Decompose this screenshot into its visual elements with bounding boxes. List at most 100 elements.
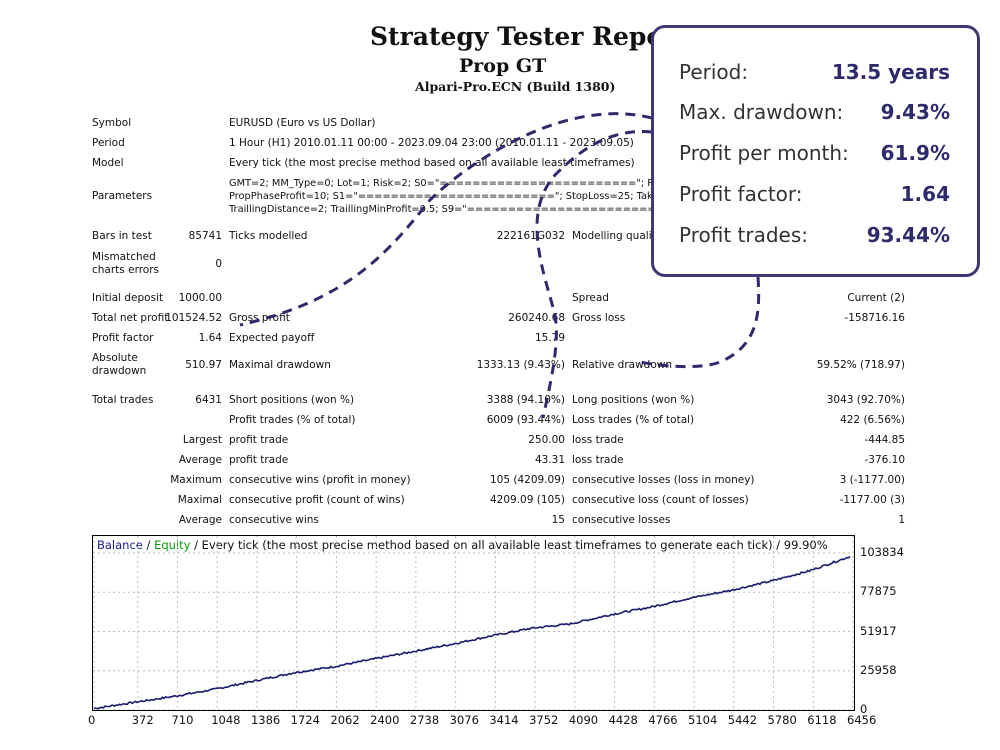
parameters-line-2: PropPhaseProfit=10; S1="================… bbox=[229, 191, 792, 202]
model-value: Every tick (the most precise method base… bbox=[229, 157, 635, 169]
average-label: Average bbox=[178, 454, 222, 466]
max-drawdown-label: Maximal drawdown bbox=[229, 359, 331, 371]
balance-chart: Balance / Equity / Every tick (the most … bbox=[92, 535, 855, 711]
maximal-profit-label: consecutive profit (count of wins) bbox=[229, 494, 405, 506]
gross-profit-value: 260240.68 bbox=[508, 312, 565, 324]
x-tick-label: 4766 bbox=[648, 713, 678, 727]
gross-loss-label: Gross loss bbox=[572, 312, 626, 324]
spread-value: Current (2) bbox=[847, 292, 905, 304]
callout-drawdown-value: 9.43% bbox=[880, 100, 950, 124]
callout-profit-month-label: Profit per month: bbox=[679, 141, 849, 165]
profit-factor-label: Profit factor bbox=[92, 332, 154, 344]
largest-profit-value: 250.00 bbox=[528, 434, 565, 446]
maximal-loss-label: consecutive loss (count of losses) bbox=[572, 494, 749, 506]
series-line-balance bbox=[93, 555, 851, 710]
abs-drawdown-label-2: drawdown bbox=[92, 365, 147, 377]
max-cons-losses-label: consecutive losses (loss in money) bbox=[572, 474, 755, 486]
gross-loss-value: -158716.16 bbox=[844, 312, 905, 324]
max-cons-wins-label: consecutive wins (profit in money) bbox=[229, 474, 411, 486]
y-tick-label: 103834 bbox=[860, 545, 904, 559]
long-label: Long positions (won %) bbox=[572, 394, 695, 406]
mismatched-value: 0 bbox=[215, 258, 222, 270]
total-trades-value: 6431 bbox=[195, 394, 222, 406]
quality-label: Modelling quality bbox=[572, 230, 662, 242]
total-trades-label: Total trades bbox=[92, 394, 154, 406]
report-title: Strategy Tester Report bbox=[370, 22, 688, 51]
initial-deposit-label: Initial deposit bbox=[92, 292, 164, 304]
x-tick-label: 3752 bbox=[529, 713, 559, 727]
x-tick-label: 0 bbox=[88, 713, 96, 727]
x-tick-label: 6456 bbox=[847, 713, 877, 727]
x-tick-label: 372 bbox=[131, 713, 154, 727]
y-tick-label: 0 bbox=[860, 702, 868, 716]
x-tick-label: 5442 bbox=[727, 713, 758, 727]
mismatched-label-1: Mismatched bbox=[92, 251, 156, 263]
x-tick-label: 4428 bbox=[608, 713, 638, 727]
avg-cons-losses-value: 1 bbox=[898, 514, 905, 526]
x-tick-label: 2738 bbox=[409, 713, 440, 727]
parameters-line-3: TraillingDistance=2; TraillingMinProfit=… bbox=[229, 204, 891, 215]
symbol-value: EURUSD (Euro vs US Dollar) bbox=[229, 117, 376, 129]
y-tick-label: 77875 bbox=[860, 584, 897, 599]
maximal-label: Maximal bbox=[177, 494, 222, 506]
legend-balance: Balance bbox=[97, 538, 143, 552]
x-tick-label: 3414 bbox=[489, 713, 519, 727]
parameters-label: Parameters bbox=[92, 190, 153, 202]
x-tick-label: 4090 bbox=[568, 713, 599, 727]
avg-cons-wins-value: 15 bbox=[551, 514, 565, 526]
profit-trades-value: 6009 (93.44%) bbox=[486, 414, 565, 426]
average2-label: Average bbox=[178, 514, 222, 526]
x-tick-label: 710 bbox=[171, 713, 194, 727]
ticks-value: 222161G032 bbox=[496, 230, 565, 242]
net-profit-value: 101524.52 bbox=[165, 312, 222, 324]
callout-profit-month-value: 61.9% bbox=[880, 141, 950, 165]
legend-description: / Every tick (the most precise method ba… bbox=[190, 538, 828, 552]
loss-trades-label: Loss trades (% of total) bbox=[572, 414, 695, 426]
y-tick-label: 25958 bbox=[860, 662, 897, 677]
chart-plot bbox=[93, 536, 854, 710]
largest-loss-label: loss trade bbox=[572, 434, 624, 446]
profit-trades-label: Profit trades (% of total) bbox=[229, 414, 356, 426]
mismatched-label-2: charts errors bbox=[92, 264, 159, 276]
x-tick-label: 1724 bbox=[290, 713, 320, 727]
parameters-line-1: GMT=2; MM_Type=0; Lot=1; Risk=2; S0="===… bbox=[229, 178, 920, 189]
model-label: Model bbox=[92, 157, 124, 169]
x-tick-label: 2062 bbox=[330, 713, 360, 727]
largest-label: Largest bbox=[182, 434, 222, 446]
chart-legend: Balance / Equity / Every tick (the most … bbox=[97, 538, 828, 552]
x-tick-label: 1048 bbox=[211, 713, 241, 727]
callout-drawdown-label: Max. drawdown: bbox=[679, 100, 844, 124]
x-tick-label: 3076 bbox=[449, 713, 479, 727]
average-loss-label: loss trade bbox=[572, 454, 624, 466]
spread-label: Spread bbox=[572, 292, 609, 304]
maximum-label: Maximum bbox=[170, 474, 222, 486]
summary-callout-card: Period: 13.5 years Max. drawdown: 9.43% … bbox=[651, 25, 980, 277]
x-tick-label: 6118 bbox=[807, 713, 837, 727]
symbol-label: Symbol bbox=[92, 117, 132, 129]
bars-value: 85741 bbox=[188, 230, 222, 242]
maximal-profit-value: 4209.09 (105) bbox=[490, 494, 565, 506]
rel-drawdown-value: 59.52% (718.97) bbox=[816, 359, 905, 371]
long-value: 3043 (92.70%) bbox=[826, 394, 905, 406]
ticks-label: Ticks modelled bbox=[229, 230, 308, 242]
avg-cons-wins-label: consecutive wins bbox=[229, 514, 319, 526]
x-tick-label: 2400 bbox=[370, 713, 400, 727]
callout-period-value: 13.5 years bbox=[831, 60, 950, 84]
report-server: Alpari-Pro.ECN (Build 1380) bbox=[415, 79, 616, 94]
bars-label: Bars in test bbox=[92, 230, 152, 242]
short-label: Short positions (won %) bbox=[229, 394, 355, 406]
period-label: Period bbox=[92, 137, 125, 149]
max-cons-wins-value: 105 (4209.09) bbox=[490, 474, 565, 486]
abs-drawdown-value: 510.97 bbox=[185, 359, 222, 371]
largest-profit-label: profit trade bbox=[229, 434, 289, 446]
callout-profit-factor-label: Profit factor: bbox=[679, 182, 803, 206]
max-drawdown-value: 1333.13 (9.43%) bbox=[476, 359, 565, 371]
x-tick-label: 1386 bbox=[250, 713, 281, 727]
average-profit-value: 43.31 bbox=[534, 454, 565, 466]
callout-profit-trades-value: 93.44% bbox=[866, 223, 950, 247]
profit-factor-value: 1.64 bbox=[198, 332, 222, 344]
x-tick-label: 5104 bbox=[688, 713, 718, 727]
maximal-loss-value: -1177.00 (3) bbox=[839, 494, 905, 506]
initial-deposit-value: 1000.00 bbox=[178, 292, 222, 304]
